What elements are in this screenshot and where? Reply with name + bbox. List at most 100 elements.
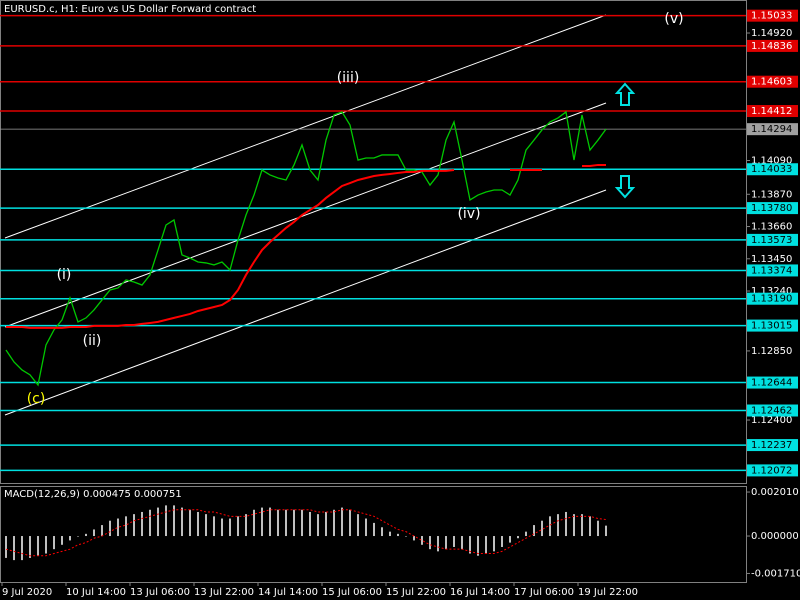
level-label-box xyxy=(747,75,798,88)
histogram-bar xyxy=(69,536,71,541)
wave-label: (iv) xyxy=(457,206,480,222)
histogram-bar xyxy=(525,531,527,537)
macd-title: MACD(12,26,9) 0.000475 0.000751 xyxy=(4,489,182,500)
level-label: 1.13374 xyxy=(751,265,792,276)
histogram-bar xyxy=(37,536,39,556)
channel-line xyxy=(4,14,607,239)
x-tick-label: 19 Jul 22:00 xyxy=(578,587,638,598)
histogram-bar xyxy=(53,536,55,550)
level-label-box xyxy=(747,163,798,176)
histogram-bar xyxy=(589,516,591,537)
histogram-bar xyxy=(477,536,479,556)
histogram-bar xyxy=(469,536,471,554)
histogram-bar xyxy=(597,520,599,537)
y-tick-label: 0.002010 xyxy=(751,487,799,498)
histogram-bar xyxy=(45,536,47,554)
histogram-bar xyxy=(285,509,287,537)
histogram-bar xyxy=(413,536,415,541)
level-label-box xyxy=(747,9,798,22)
level-label: 1.15033 xyxy=(751,11,792,22)
y-tick-label: 1.12400 xyxy=(751,415,792,426)
histogram-bar xyxy=(245,514,247,537)
last-price-label: 1.14294 xyxy=(751,124,792,135)
price-pane-border xyxy=(0,0,747,484)
wave-label: (i) xyxy=(57,267,72,283)
last-price-box xyxy=(747,123,798,136)
histogram-bar xyxy=(197,511,199,537)
y-tick-label: 1.13450 xyxy=(751,254,792,265)
histogram-bar xyxy=(125,516,127,537)
level-label: 1.12237 xyxy=(751,440,792,451)
level-label-box xyxy=(747,233,798,246)
histogram-bar xyxy=(565,511,567,537)
histogram-bar xyxy=(389,531,391,537)
histogram-bar xyxy=(133,514,135,537)
level-label: 1.13015 xyxy=(751,321,792,332)
x-tick-label: 17 Jul 06:00 xyxy=(514,587,574,598)
price-line xyxy=(5,110,607,387)
histogram-bar xyxy=(333,509,335,537)
level-label: 1.12644 xyxy=(751,378,792,389)
histogram-bar xyxy=(61,536,63,545)
histogram-bar xyxy=(541,520,543,537)
y-tick-label: 1.13870 xyxy=(751,189,792,200)
histogram-bar xyxy=(77,536,79,537)
histogram-bar xyxy=(397,533,399,537)
y-tick-label: 1.12850 xyxy=(751,346,792,357)
wave-label: (iii) xyxy=(337,70,360,86)
wave-label: (ii) xyxy=(83,333,102,349)
level-label: 1.13573 xyxy=(751,235,792,246)
histogram-bar xyxy=(557,514,559,537)
histogram-bar xyxy=(269,507,271,537)
channel-line xyxy=(4,189,607,416)
level-label: 1.14033 xyxy=(751,164,792,175)
y-tick-label: 1.13660 xyxy=(751,222,792,233)
level-label: 1.14603 xyxy=(751,77,792,88)
y-tick-label: 1.14090 xyxy=(751,155,792,166)
histogram-bar xyxy=(301,509,303,537)
histogram-bar xyxy=(213,516,215,537)
level-label: 1.13190 xyxy=(751,294,792,305)
histogram-bar xyxy=(509,536,511,543)
level-label-box xyxy=(747,376,798,389)
histogram-bar xyxy=(237,516,239,537)
histogram-bar xyxy=(173,505,175,537)
histogram-bar xyxy=(485,536,487,554)
chart-title: EURUSD.c, H1: Euro vs US Dollar Forward … xyxy=(4,4,256,15)
histogram-bar xyxy=(29,536,31,558)
up-arrow xyxy=(614,82,636,106)
histogram-bar xyxy=(205,514,207,537)
y-tick-label: -0.001710 xyxy=(751,568,800,579)
histogram-bar xyxy=(461,536,463,550)
channel-line xyxy=(4,102,607,328)
y-tick-label: 1.14920 xyxy=(751,28,792,39)
histogram-bar xyxy=(317,514,319,537)
signal-line xyxy=(5,509,607,557)
histogram-bar xyxy=(149,509,151,537)
histogram-bar xyxy=(309,511,311,537)
price-line xyxy=(6,163,606,329)
histogram-bar xyxy=(437,536,439,552)
channel xyxy=(4,14,607,416)
histogram-bar xyxy=(141,511,143,537)
histogram-bar xyxy=(501,536,503,547)
histogram-bar xyxy=(373,522,375,537)
histogram-bar xyxy=(117,518,119,537)
x-tick-label: 15 Jul 06:00 xyxy=(322,587,382,598)
histogram-bar xyxy=(445,536,447,550)
histogram-bar xyxy=(261,507,263,537)
x-tick-label: 9 Jul 2020 xyxy=(2,587,52,598)
histogram-bar xyxy=(229,518,231,537)
down-arrow xyxy=(614,175,636,199)
macd-pane-border xyxy=(0,486,747,583)
level-label-box xyxy=(747,319,798,332)
x-tick-label: 13 Jul 22:00 xyxy=(194,587,254,598)
histogram-bar xyxy=(341,507,343,537)
histogram-bar xyxy=(405,536,407,537)
histogram-bar xyxy=(253,509,255,537)
level-label: 1.12462 xyxy=(751,406,792,417)
histogram-bar xyxy=(581,514,583,537)
histogram-bar xyxy=(381,527,383,537)
